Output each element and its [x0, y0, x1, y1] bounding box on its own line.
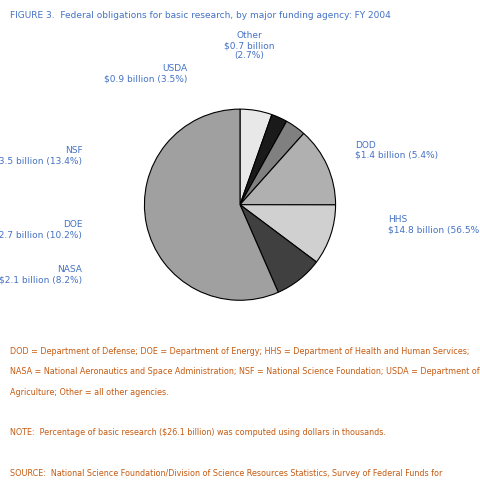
Text: FIGURE 3.  Federal obligations for basic research, by major funding agency: FY 2: FIGURE 3. Federal obligations for basic …: [10, 11, 390, 20]
Text: NASA = National Aeronautics and Space Administration; NSF = National Science Fou: NASA = National Aeronautics and Space Ad…: [10, 366, 479, 376]
Text: DOD
$1.4 billion (5.4%): DOD $1.4 billion (5.4%): [355, 140, 438, 160]
Text: DOD = Department of Defense; DOE = Department of Energy; HHS = Department of Hea: DOD = Department of Defense; DOE = Depar…: [10, 346, 469, 355]
Wedge shape: [240, 205, 316, 293]
Wedge shape: [240, 134, 336, 205]
Wedge shape: [240, 122, 304, 205]
Wedge shape: [144, 110, 278, 301]
Wedge shape: [240, 115, 287, 205]
Text: Other
$0.7 billion
(2.7%): Other $0.7 billion (2.7%): [224, 30, 275, 60]
Text: Agriculture; Other = all other agencies.: Agriculture; Other = all other agencies.: [10, 387, 168, 396]
Text: SOURCE:  National Science Foundation/Division of Science Resources Statistics, S: SOURCE: National Science Foundation/Divi…: [10, 468, 442, 477]
Wedge shape: [240, 110, 272, 205]
Text: NOTE:  Percentage of basic research ($26.1 billion) was computed using dollars i: NOTE: Percentage of basic research ($26.…: [10, 427, 385, 437]
Text: HHS
$14.8 billion (56.5%): HHS $14.8 billion (56.5%): [388, 215, 480, 234]
Text: NASA
$2.1 billion (8.2%): NASA $2.1 billion (8.2%): [0, 264, 82, 284]
Text: NSF
$3.5 billion (13.4%): NSF $3.5 billion (13.4%): [0, 146, 82, 166]
Wedge shape: [240, 205, 336, 262]
Text: DOE
$2.7 billion (10.2%): DOE $2.7 billion (10.2%): [0, 219, 82, 239]
Text: USDA
$0.9 billion (3.5%): USDA $0.9 billion (3.5%): [104, 64, 187, 83]
